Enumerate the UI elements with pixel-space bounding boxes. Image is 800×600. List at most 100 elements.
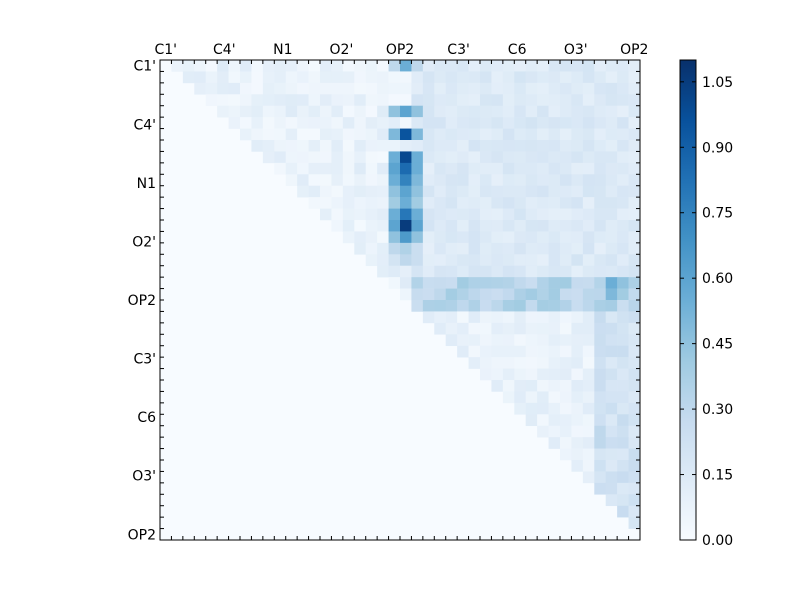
heatmap-cell: [251, 71, 264, 84]
heatmap-cell: [525, 254, 538, 267]
heatmap-cell: [320, 105, 332, 118]
heatmap-cell: [617, 380, 629, 392]
heatmap-cell: [491, 300, 504, 312]
heatmap-cell: [468, 254, 481, 267]
heatmap-cell: [468, 242, 481, 255]
heatmap-cell: [594, 391, 607, 404]
heatmap-cell: [217, 60, 229, 72]
heatmap-cell: [525, 185, 538, 198]
heatmap-cell: [502, 140, 515, 152]
heatmap-cell: [434, 60, 447, 72]
heatmap-cell: [411, 288, 424, 301]
heatmap-cell: [365, 162, 378, 175]
heatmap-cell: [594, 311, 607, 324]
heatmap-cell: [605, 82, 618, 95]
heatmap-cell: [434, 151, 447, 164]
heatmap-cell: [548, 254, 561, 267]
heatmap-cell: [560, 71, 572, 84]
heatmap-cell: [422, 265, 435, 278]
heatmap-cell: [594, 368, 607, 381]
heatmap-cell: [525, 265, 538, 278]
heatmap-cell: [491, 345, 504, 358]
heatmap-cell: [560, 311, 572, 324]
heatmap-cell: [331, 197, 344, 209]
heatmap-cell: [605, 311, 618, 324]
heatmap-cell: [251, 128, 264, 141]
heatmap-cell: [365, 254, 378, 267]
heatmap-cell: [502, 94, 515, 107]
heatmap-cell: [548, 345, 561, 358]
heatmap-cell: [480, 105, 492, 118]
heatmap-cell: [457, 151, 469, 164]
heatmap-cell: [434, 231, 447, 244]
heatmap-cell: [548, 60, 561, 72]
heatmap-cell: [617, 494, 629, 507]
heatmap-cell: [262, 117, 275, 129]
heatmap-cell: [411, 151, 424, 164]
heatmap-cell: [605, 185, 618, 198]
heatmap-cell: [285, 151, 298, 164]
heatmap-cell: [354, 82, 367, 95]
heatmap-cell: [571, 460, 584, 472]
heatmap-cell: [434, 242, 447, 255]
heatmap-cell: [457, 265, 469, 278]
heatmap-cell: [571, 208, 584, 221]
heatmap-cell: [342, 208, 355, 221]
heatmap-cell: [582, 448, 595, 461]
heatmap-cell: [502, 265, 515, 278]
heatmap-cell: [388, 277, 401, 289]
heatmap-cell: [342, 174, 355, 187]
heatmap-cell: [308, 117, 321, 129]
heatmap-cell: [388, 82, 401, 95]
heatmap-cell: [457, 174, 469, 187]
heatmap-cell: [331, 174, 344, 187]
heatmap-cell: [308, 82, 321, 95]
heatmap-cell: [491, 140, 504, 152]
heatmap-cell: [457, 197, 469, 209]
heatmap-cell: [628, 140, 641, 152]
heatmap-cell: [617, 288, 629, 301]
heatmap-cell: [262, 71, 275, 84]
heatmap-cell: [388, 71, 401, 84]
heatmap-cell: [331, 105, 344, 118]
heatmap-cell: [480, 345, 492, 358]
colorbar-tick-label: 0.60: [702, 271, 733, 287]
heatmap-cell: [537, 334, 549, 347]
heatmap-cell: [560, 231, 572, 244]
heatmap-cell: [582, 414, 595, 427]
heatmap-cell: [628, 357, 641, 369]
heatmap-cell: [548, 300, 561, 312]
heatmap-cell: [502, 71, 515, 84]
heatmap-cell: [548, 220, 561, 232]
heatmap-cell: [560, 174, 572, 187]
heatmap-cell: [537, 311, 549, 324]
heatmap-cell: [628, 265, 641, 278]
heatmap-cell: [422, 254, 435, 267]
heatmap-cell: [582, 117, 595, 129]
heatmap-cell: [400, 117, 412, 129]
heatmap-cell: [582, 60, 595, 72]
heatmap-cell: [388, 128, 401, 141]
heatmap-cell: [582, 322, 595, 335]
heatmap-cell: [525, 334, 538, 347]
heatmap-cell: [617, 82, 629, 95]
heatmap-cell: [582, 220, 595, 232]
heatmap-cell: [605, 162, 618, 175]
heatmap-cell: [594, 460, 607, 472]
heatmap-cell: [548, 197, 561, 209]
heatmap-cell: [491, 71, 504, 84]
heatmap-cell: [400, 254, 412, 267]
heatmap-cell: [320, 174, 332, 187]
heatmap-cell: [525, 357, 538, 369]
heatmap-cell: [617, 357, 629, 369]
heatmap-cell: [217, 94, 229, 107]
heatmap-cell: [571, 414, 584, 427]
heatmap-cell: [525, 311, 538, 324]
heatmap-cell: [594, 448, 607, 461]
heatmap-cell: [354, 231, 367, 244]
heatmap-cell: [480, 334, 492, 347]
heatmap-cell: [605, 471, 618, 484]
heatmap-cell: [251, 117, 264, 129]
heatmap-cell: [445, 220, 458, 232]
heatmap-cell: [377, 94, 389, 107]
